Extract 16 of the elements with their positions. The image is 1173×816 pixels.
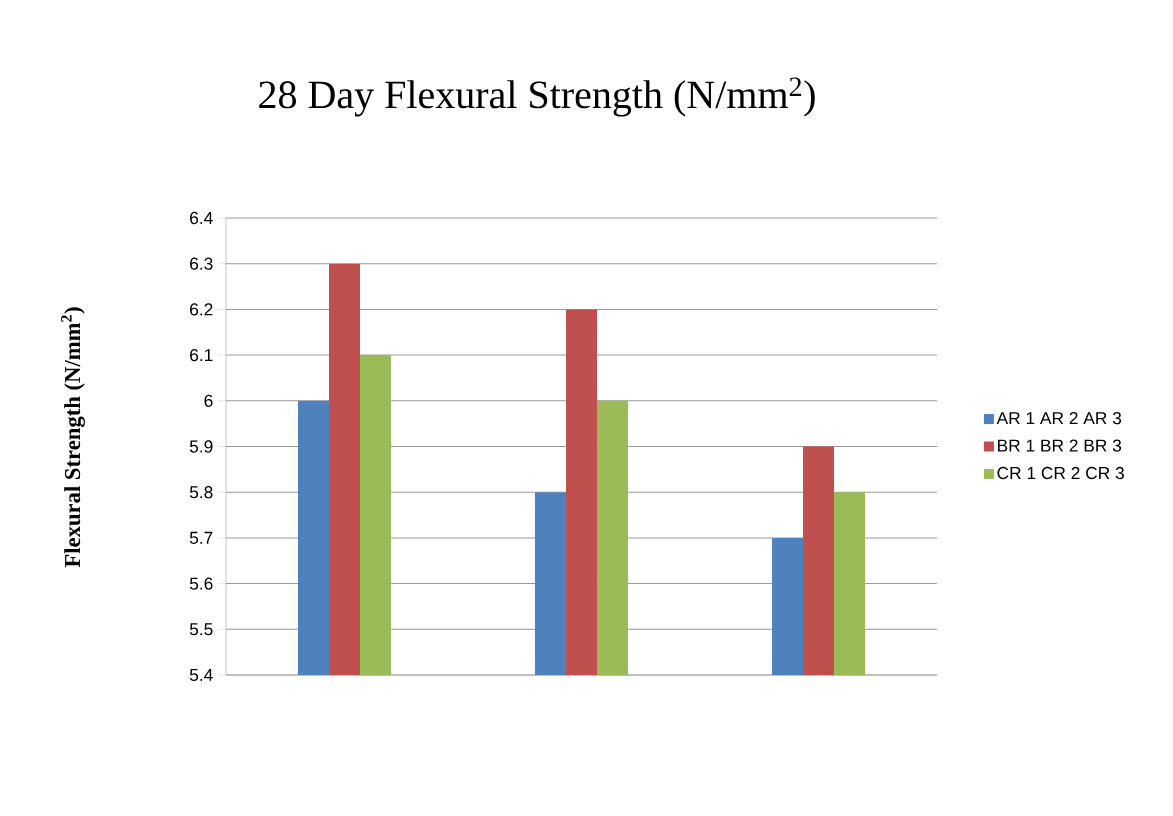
y-tick-label: 5.9 [189,440,213,453]
chart-title: 28 Day Flexural Strength (N/mm$^{2}$) [259,77,815,117]
y-tick-label: 5.5 [189,623,213,636]
legend-label: AR 1 AR 2 AR 3 [996,412,1122,425]
y-tick-label: 5.8 [189,486,213,499]
y-axis-title: Flexural Strength (N/mm$^{2}$) [61,307,85,568]
y-tick-label: 6.1 [190,348,213,362]
y-tick-label: 5.4 [189,668,213,682]
y-tick-label: 6.2 [190,303,213,316]
legend-label: BR 1 BR 2 BR 3 [998,439,1122,452]
legend-label: CR 1 CR 2 CR 3 [997,466,1124,480]
y-tick-label: 6.3 [190,257,213,270]
y-tick-label: 6 [204,394,213,407]
y-tick-label: 5.6 [189,577,213,590]
y-tick-label: 6.4 [190,211,213,225]
y-tick-label: 5.7 [189,531,213,544]
